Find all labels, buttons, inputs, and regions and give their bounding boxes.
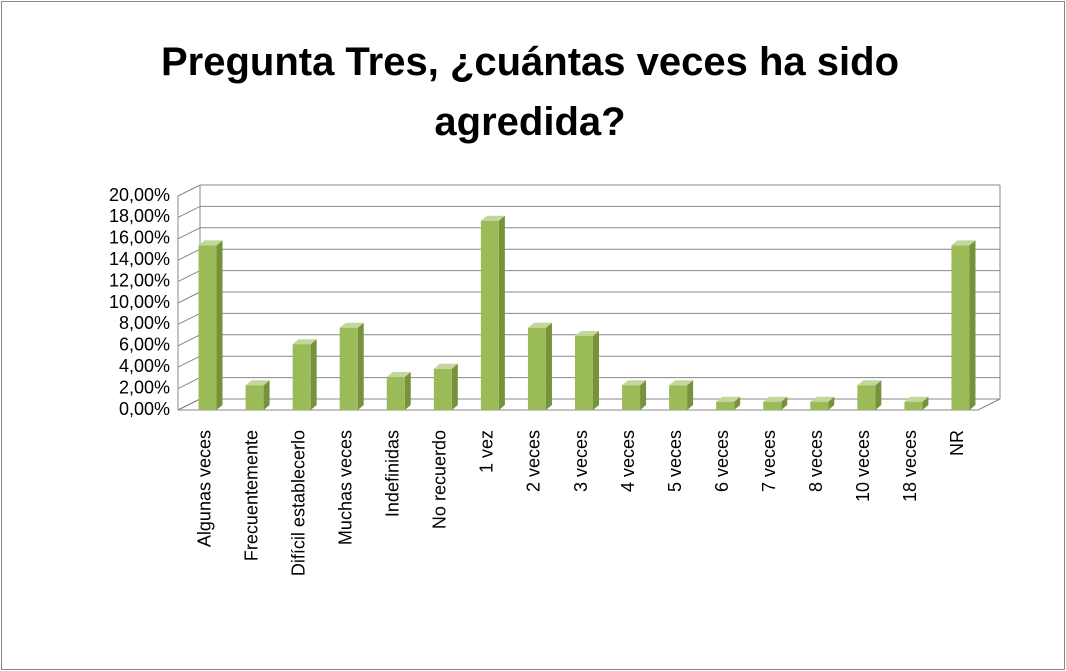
y-tick-label: 12,00% [109,270,170,290]
x-tick-label: 2 veces [524,430,544,492]
bar-side [310,339,317,410]
x-tick-label: 4 veces [618,430,638,492]
bar-side [216,240,223,410]
grid-line-side [177,355,201,368]
bar-top [716,396,741,402]
bar-top [433,363,458,369]
bar [763,401,782,410]
grid-line-side [177,205,201,218]
x-tick-label: Algunas veces [194,430,214,547]
bar [386,377,405,410]
bar-top [951,240,976,246]
bar-top [245,380,270,386]
bar-side [357,322,364,410]
bar-side [404,372,411,410]
bar-top [339,322,364,328]
bar-top [527,322,552,328]
bar-top [810,396,835,402]
bar-side [545,322,552,410]
bar [480,220,499,410]
y-tick-label: 2,00% [119,377,170,397]
y-tick-label: 16,00% [109,228,170,248]
grid-line-side [177,377,201,390]
bar [292,344,311,410]
bar-side [734,396,741,410]
bar-side [451,363,458,410]
bar-side [781,396,788,410]
grid-line-side [177,398,201,411]
bar-top [480,215,505,221]
x-tick-label: 3 veces [571,430,591,492]
y-tick-label: 6,00% [119,335,170,355]
bar-top [198,240,223,246]
grid-line-side [177,312,201,325]
x-tick-label: Indefinidas [383,430,403,517]
x-tick-label: Difícil establecerlo [288,430,308,576]
bar [339,327,358,410]
x-tick-label: 8 veces [806,430,826,492]
bar [245,385,264,410]
bar-top [292,339,317,345]
y-tick-label: 8,00% [119,313,170,333]
y-tick-label: 20,00% [109,185,170,205]
x-tick-label: 1 vez [477,430,497,473]
bar-top [904,396,929,402]
grid-line-side [177,248,201,261]
x-tick-label: 7 veces [759,430,779,492]
bar-top [575,330,599,336]
x-tick-label: 5 veces [665,430,685,492]
bar [951,245,970,410]
bar-side [687,380,694,410]
bar [198,245,217,410]
bar-side [969,240,976,410]
bar-side [828,396,835,410]
bar [857,385,876,410]
x-tick-label: 6 veces [712,430,732,492]
bar-top [857,380,882,386]
grid-line-side [177,334,201,347]
bar [669,385,688,410]
x-tick-label: NR [947,430,967,456]
bar-side [640,380,647,410]
x-tick-label: Muchas veces [335,430,355,545]
chart-title: Pregunta Tres, ¿cuántas veces ha sido ag… [160,40,900,144]
y-tick-label: 18,00% [109,206,170,226]
bar [904,401,923,410]
bar [810,401,829,410]
grid-line-side [177,184,201,197]
bar-side [593,330,599,410]
bar-top [622,380,647,386]
bar-side [875,380,882,410]
bar [622,385,641,410]
bar [716,401,735,410]
bar-side [498,215,505,410]
y-tick-label: 0,00% [119,399,170,419]
x-tick-label: Frecuentemente [241,430,261,561]
grid-line-side [177,291,201,304]
bar-top [669,380,694,386]
bar-side [263,380,270,410]
bar-side [922,396,929,410]
y-tick-label: 10,00% [109,292,170,312]
x-tick-label: 18 veces [900,430,920,502]
x-tick-label: 10 veces [853,430,873,502]
bar [433,368,452,410]
x-tick-label: No recuerdo [430,430,450,529]
bar [575,335,593,410]
y-tick-label: 4,00% [119,356,170,376]
bar-top [763,396,788,402]
grid-line-side [177,227,201,240]
grid-line-side [177,270,201,283]
bar-top [386,372,411,378]
y-tick-label: 14,00% [109,249,170,269]
bar [527,327,546,410]
